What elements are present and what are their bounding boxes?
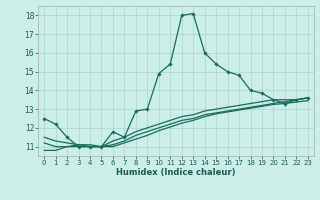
X-axis label: Humidex (Indice chaleur): Humidex (Indice chaleur) xyxy=(116,168,236,177)
